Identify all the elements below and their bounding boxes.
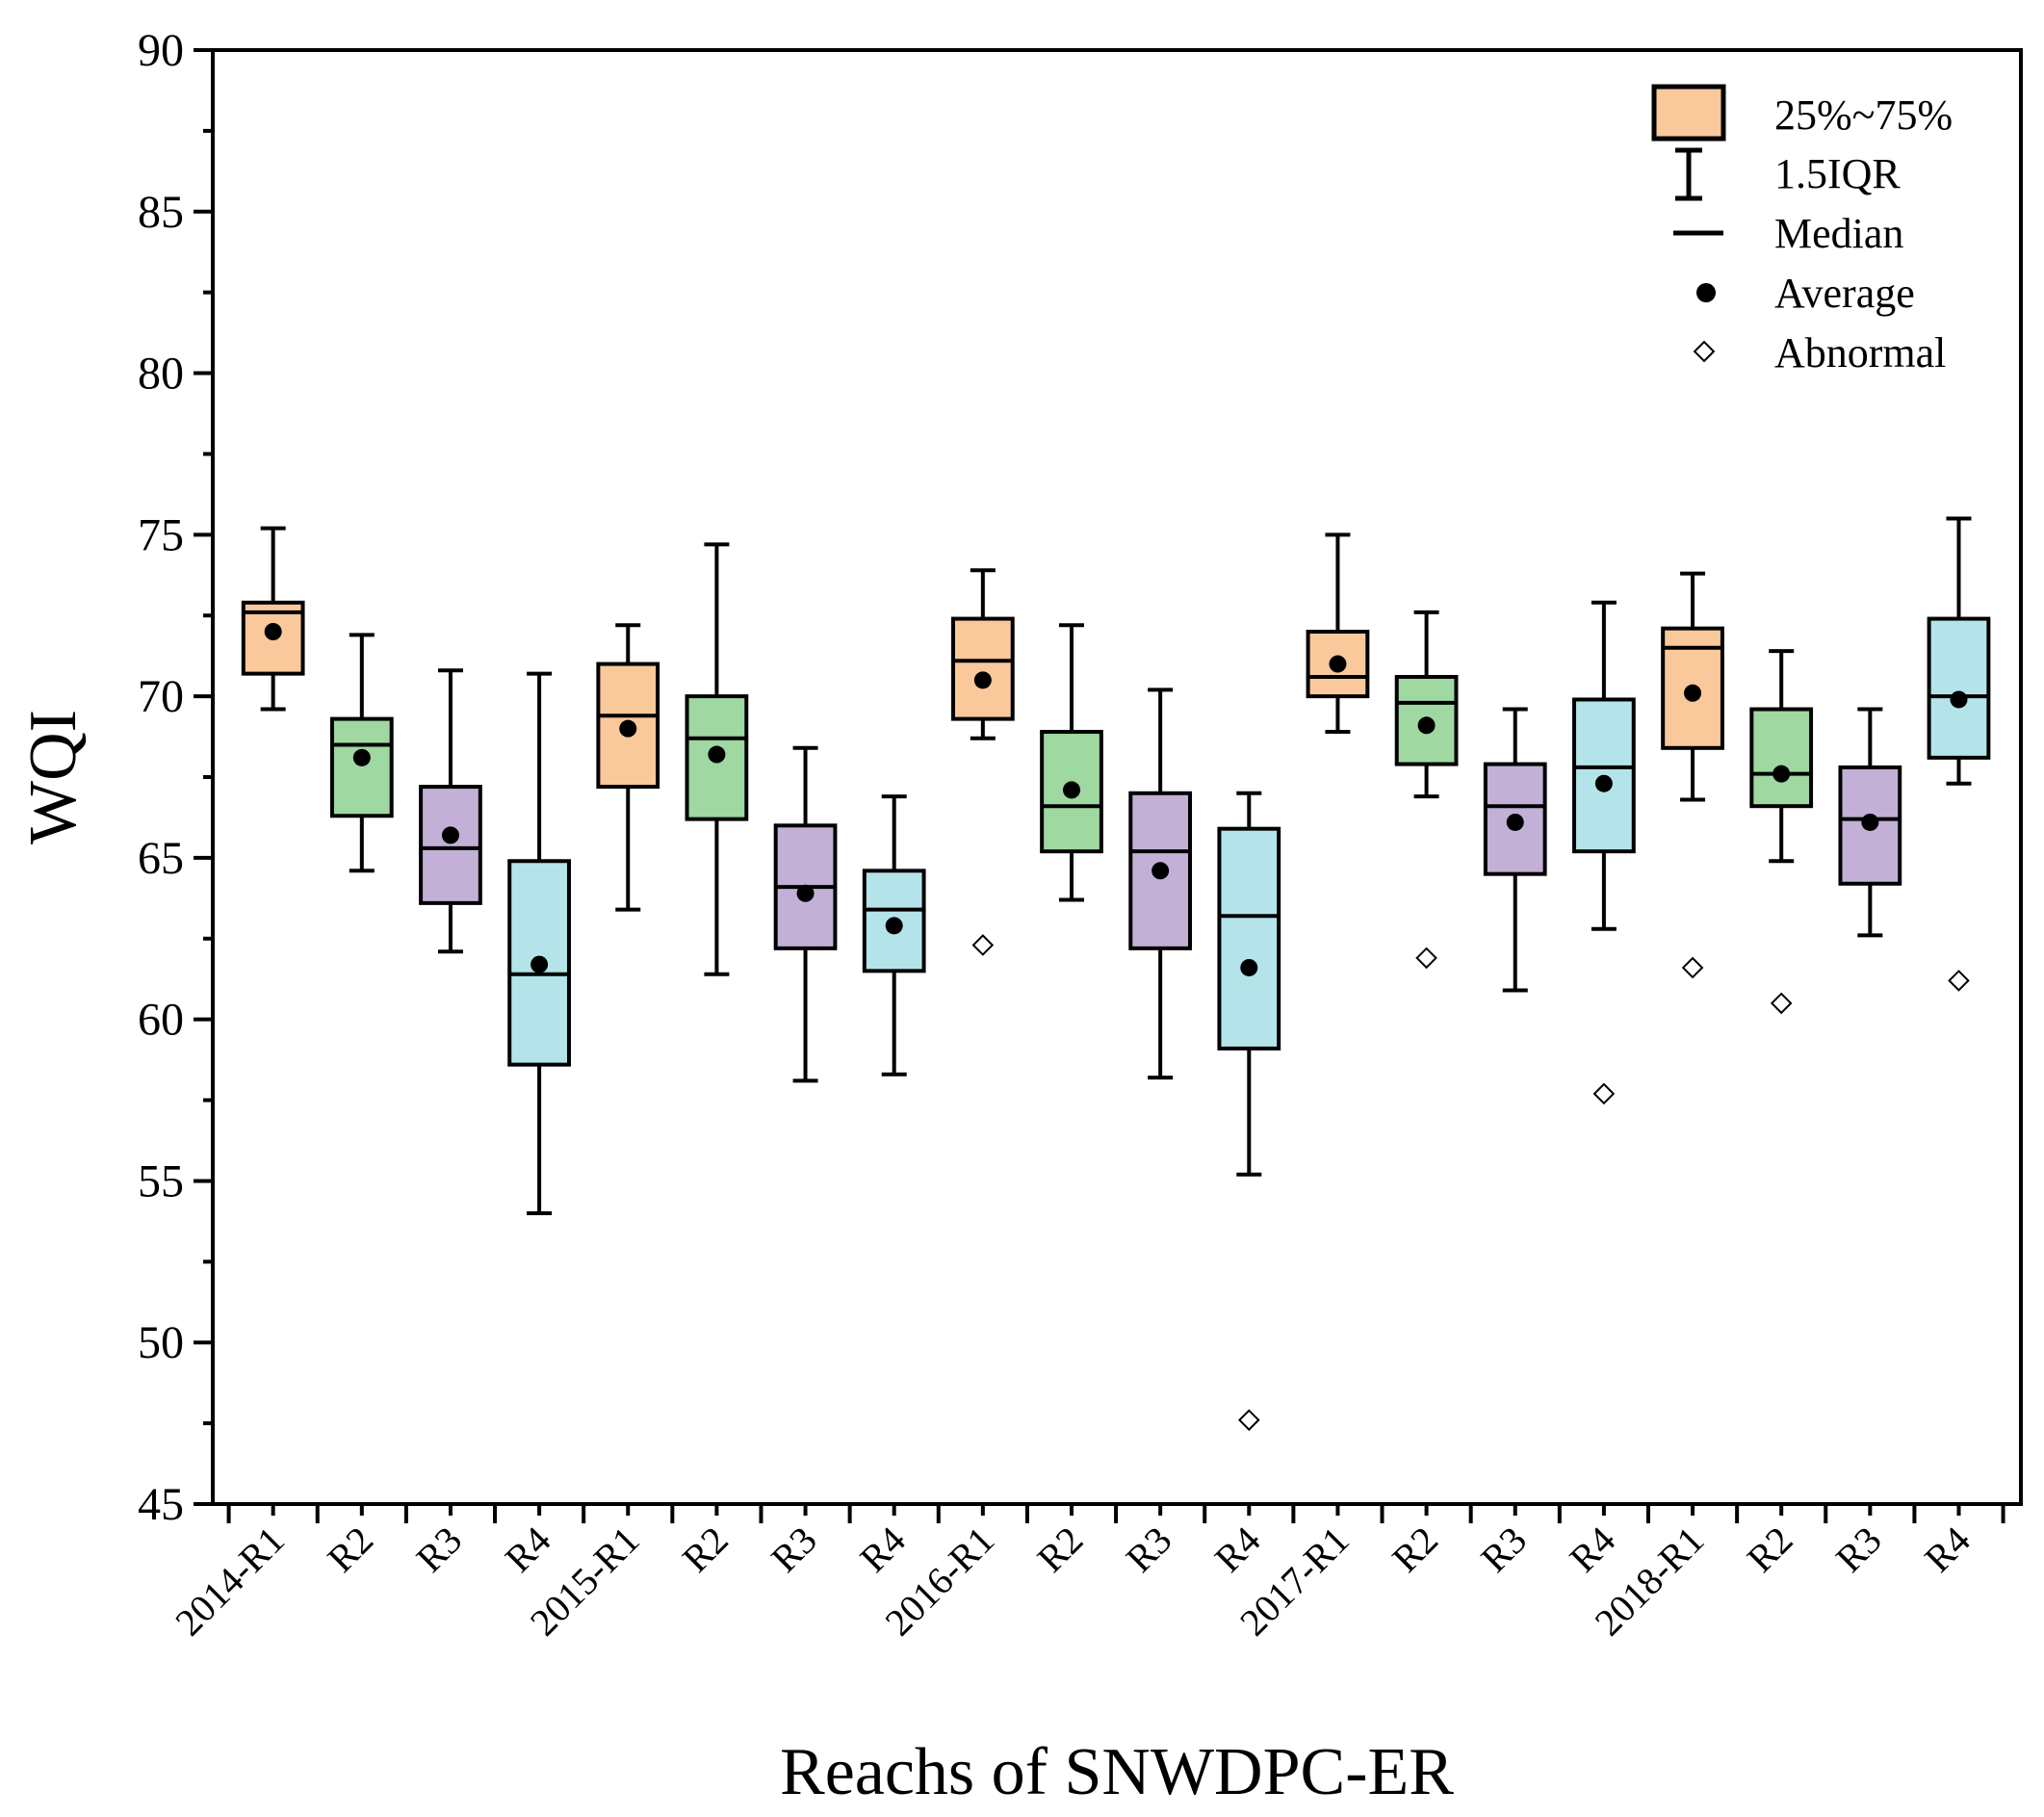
box-7 [773,745,838,1083]
y-tick-label: 85 [138,187,184,238]
mean-dot [796,884,815,902]
x-tick-label: R4 [1916,1518,1979,1581]
y-tick-label: 60 [138,995,184,1046]
box-1 [241,526,305,712]
box-19 [1838,707,1902,938]
x-tick-label: R2 [1384,1518,1446,1581]
x-tick-label: R3 [1118,1518,1180,1581]
x-tick-label: R4 [851,1518,914,1581]
mean-dot [1772,765,1791,783]
y-tick-label: 65 [138,833,184,884]
box-8 [862,794,926,1077]
y-tick-label: 50 [138,1317,184,1368]
legend-abnormal-label: Abnormal [1774,329,1946,376]
outlier-marker [1592,1082,1616,1105]
box-5 [596,623,660,912]
outlier-marker [1237,1409,1260,1432]
x-tick-label: R2 [1029,1518,1092,1581]
box-3 [419,668,482,954]
mean-dot [1329,655,1347,673]
legend-average-label: Average [1774,270,1915,317]
y-tick-label: 80 [138,349,184,400]
iqr-box [1394,674,1459,766]
outlier-marker [1681,956,1704,979]
box-16 [1572,600,1636,1105]
x-tick-label: R4 [1561,1518,1623,1581]
box-18 [1749,649,1814,1015]
x-tick-label: R3 [1472,1518,1535,1581]
box-17 [1661,571,1724,979]
y-tick-label: 45 [138,1479,184,1530]
outlier-marker [971,934,995,956]
x-tick-label: 2014-R1 [167,1518,293,1645]
iqr-box [1217,826,1281,1051]
mean-dot [441,826,459,844]
mean-dot [530,955,549,973]
x-tick-label: R3 [763,1518,825,1581]
box-6 [685,542,749,976]
mean-dot [352,748,371,766]
legend-abnormal-diamond [1693,340,1716,363]
iqr-box [1749,707,1814,809]
iqr-box [1927,616,1991,760]
box-13 [1306,532,1370,735]
outlier-marker [1948,970,1970,992]
iqr-box [419,785,482,905]
y-tick-label: 70 [138,671,184,722]
box-series [241,516,1991,1432]
legend-median-label: Median [1774,210,1903,257]
mean-dot [1861,813,1879,831]
plot-frame [211,48,2023,1506]
x-tick-label: R3 [1827,1518,1890,1581]
x-tick-label: R4 [1206,1518,1269,1581]
y-tick-label: 75 [138,509,184,560]
y-axis-title: WQI [16,710,91,844]
legend-whisker-icon [1675,147,1702,201]
y-tick-label: 90 [138,25,184,76]
x-tick-label: R2 [674,1518,737,1581]
mean-dot [1151,862,1170,880]
legend: 25%~75% 1.5IQR Median Average Abnormal [1651,84,1953,376]
outlier-marker [1415,947,1437,970]
mean-dot [885,917,903,935]
box-12 [1217,791,1281,1432]
y-tick-label: 55 [138,1155,184,1207]
x-tick-label: R2 [319,1518,381,1581]
box-10 [1040,623,1103,902]
x-tick-label: R3 [407,1518,470,1581]
x-axis-title: Reachs of SNWDPC-ER [780,1735,1454,1809]
mean-dot [973,671,992,689]
box-4 [507,671,571,1215]
box-15 [1483,707,1547,993]
mean-dot [1594,774,1613,792]
legend-box-swatch [1651,84,1726,142]
mean-dot [1950,690,1968,709]
iqr-box [241,600,305,676]
legend-whisker-label: 1.5IQR [1774,150,1901,197]
box-2 [329,633,394,873]
x-tick-label: R2 [1739,1518,1801,1581]
mean-dot [1063,781,1081,799]
x-tick-label: R4 [497,1518,559,1581]
box-11 [1128,688,1193,1080]
y-axis: 45 50 55 60 65 70 75 80 85 90 [138,25,213,1530]
legend-average-dot [1696,283,1716,302]
box-14 [1394,610,1459,970]
mean-dot [1240,958,1258,976]
iqr-box [1572,697,1636,854]
mean-dot [708,745,726,764]
mean-dot [1506,813,1524,831]
mean-dot [1417,716,1436,735]
legend-box-label: 25%~75% [1774,91,1953,139]
mean-dot [264,623,282,640]
mean-dot [1684,684,1702,702]
outlier-marker [1770,992,1793,1015]
box-20 [1927,516,1991,992]
iqr-box [950,616,1015,721]
mean-dot [619,719,637,738]
box-9 [950,568,1015,956]
iqr-box [329,716,394,818]
